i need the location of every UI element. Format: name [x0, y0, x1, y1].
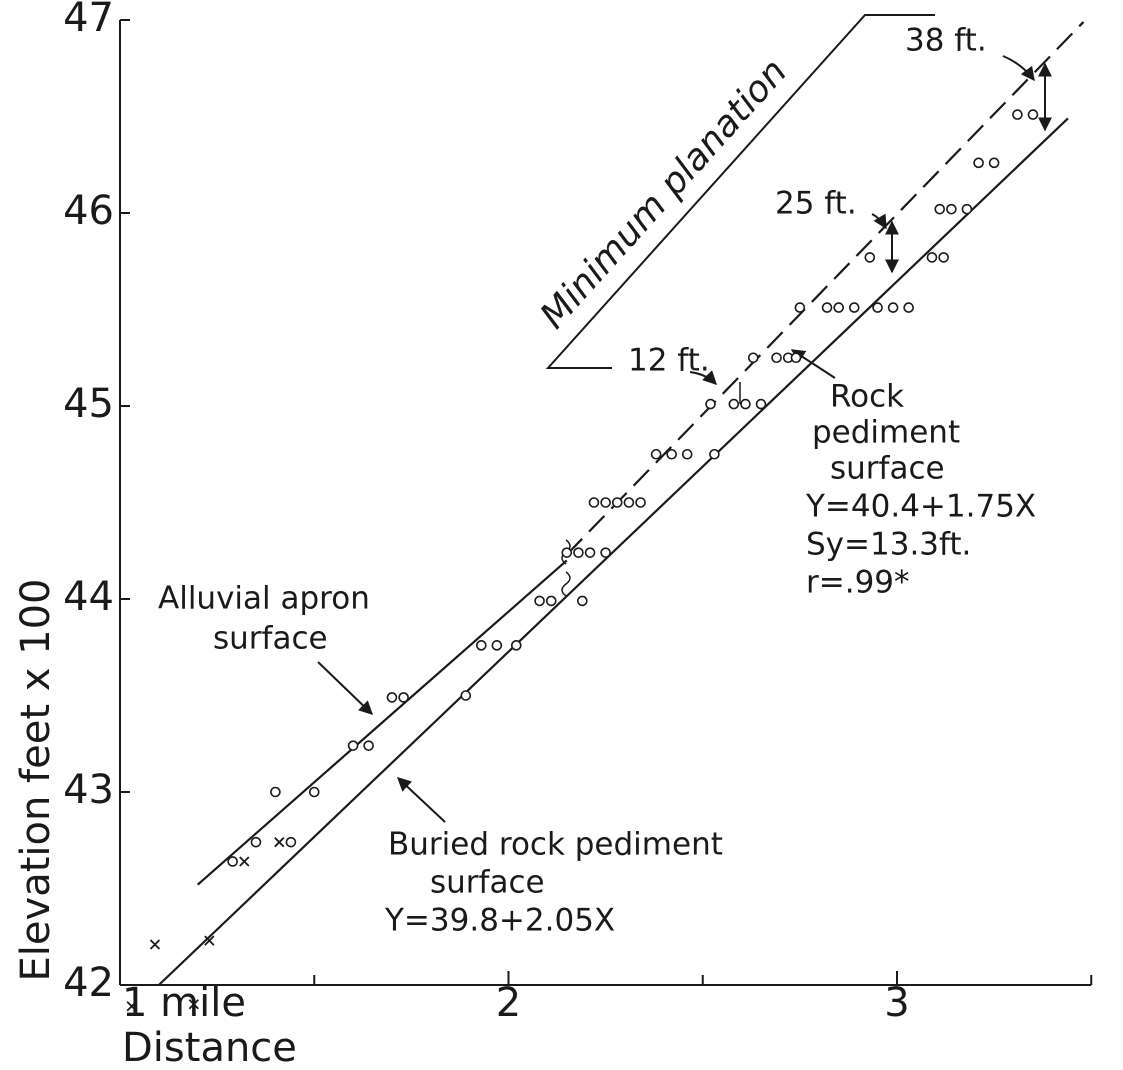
point [790, 352, 802, 364]
point [821, 302, 833, 313]
point-x [149, 939, 161, 950]
y-axis-label: Elevation feet x 100 [13, 579, 59, 982]
arrow [871, 213, 887, 230]
point [934, 203, 946, 215]
annotation: Rock [830, 379, 904, 415]
x-axis-label: Distance [122, 1025, 297, 1070]
planation-bracket [545, 14, 935, 369]
annotation: Alluvial apron [158, 581, 370, 617]
annotation: 38 ft. [905, 23, 987, 59]
point [1027, 109, 1039, 120]
fit-line [158, 117, 1069, 986]
point [510, 640, 522, 651]
point [946, 203, 957, 215]
point [227, 856, 238, 867]
point [961, 203, 973, 215]
point [681, 448, 693, 460]
point [561, 547, 573, 558]
point [794, 302, 806, 313]
point [1012, 109, 1023, 120]
point [705, 398, 716, 410]
arrow [689, 370, 717, 385]
point [747, 352, 759, 364]
point [476, 640, 487, 651]
x-tick-label: 2 [496, 980, 521, 1026]
annotation: 25 ft. [775, 186, 857, 222]
point [584, 547, 596, 558]
point [709, 448, 720, 460]
point [864, 252, 876, 263]
point [903, 302, 914, 313]
point [833, 302, 845, 313]
y-tick-label: 47 [63, 0, 114, 41]
annotation: surface [213, 621, 328, 657]
point [988, 157, 1000, 169]
point [887, 302, 899, 313]
point [926, 252, 938, 263]
annotation: surface [830, 451, 945, 487]
point [545, 595, 557, 607]
y-tick-label: 43 [63, 767, 114, 813]
annotation: Minimum planation [533, 51, 796, 336]
annotation: 12 ft. [628, 343, 710, 379]
point-x [274, 837, 285, 848]
arrow [317, 661, 374, 715]
point [872, 302, 883, 313]
point [623, 497, 635, 508]
annotation: Buried rock pediment [388, 827, 723, 863]
point [363, 740, 374, 751]
point [347, 740, 359, 751]
fit-line [196, 559, 568, 886]
y-tick-label: 45 [63, 381, 114, 427]
point [755, 398, 767, 410]
annotation: pediment [812, 415, 960, 451]
arrow [1002, 55, 1035, 82]
point [398, 692, 409, 703]
annotation-lines [317, 14, 1052, 823]
point-x [239, 856, 250, 867]
point [285, 836, 297, 848]
annotation: Y=39.8+2.05X [384, 903, 615, 939]
point [600, 497, 611, 508]
annotation: r=.99* [806, 565, 910, 601]
point [250, 836, 262, 848]
point [386, 692, 398, 703]
point [973, 157, 984, 169]
annotation: Sy=13.3ft. [806, 527, 971, 563]
point [611, 497, 623, 508]
point [270, 786, 281, 798]
point [600, 547, 611, 558]
point [938, 252, 949, 263]
point [771, 352, 782, 364]
point [848, 302, 860, 313]
fit-line [565, 21, 1085, 556]
point [308, 786, 320, 798]
annotation: Y=40.4+1.75X [805, 489, 1036, 525]
y-tick-label: 44 [63, 574, 114, 620]
point-x [188, 999, 199, 1010]
x-tick-label: 1 mile [122, 980, 246, 1026]
point [740, 398, 751, 410]
point [577, 595, 588, 607]
point [573, 547, 584, 558]
point [460, 690, 472, 701]
point-x [126, 1001, 137, 1012]
y-tick-label: 42 [63, 960, 114, 1006]
annotation: surface [430, 865, 545, 901]
point [588, 497, 600, 508]
point [491, 640, 503, 651]
point [650, 448, 662, 460]
point [534, 595, 545, 607]
point [666, 448, 677, 460]
arrow [396, 777, 446, 823]
point-x [204, 935, 215, 946]
point [635, 497, 646, 508]
point [728, 398, 740, 410]
x-tick-label: 3 [884, 980, 909, 1026]
y-tick-label: 46 [63, 188, 114, 234]
